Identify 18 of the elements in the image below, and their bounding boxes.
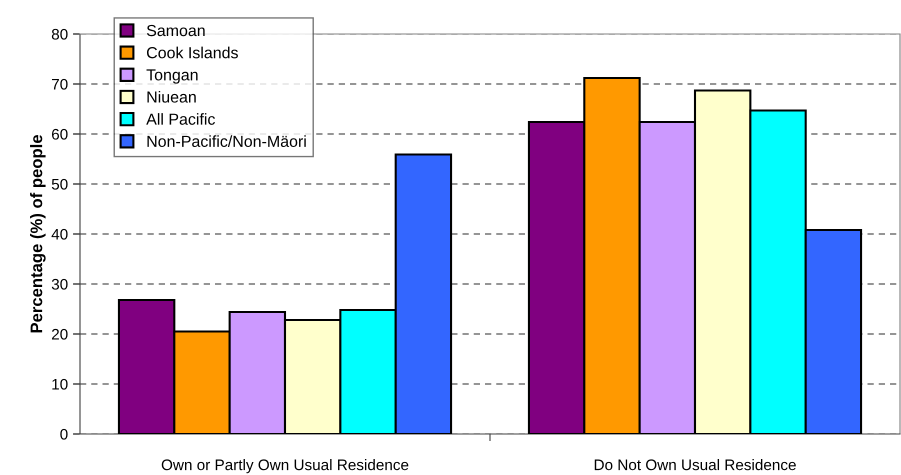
- y-tick-label: 40: [52, 228, 68, 240]
- legend-label: All Pacific: [146, 113, 215, 125]
- x-tick-label: Do Not Own Usual Residence: [594, 459, 796, 470]
- legend-label: Cook Islands: [146, 46, 238, 58]
- y-tick-label: 50: [52, 178, 68, 190]
- legend-label: Samoan: [146, 24, 205, 36]
- legend-label: Niuean: [147, 90, 196, 103]
- y-tick-label: 10: [52, 378, 68, 390]
- y-tick-label: 60: [52, 128, 68, 140]
- y-tick-label: 30: [52, 278, 68, 290]
- legend-label: Tongan: [146, 69, 198, 84]
- y-tick-label: 20: [52, 328, 68, 340]
- y-tick-label: 0: [60, 428, 68, 440]
- x-tick-label: Own or Partly Own Usual Residence: [162, 459, 408, 474]
- y-tick-label: 70: [52, 78, 68, 90]
- legend-label: Non-Pacific/Non-Mäori: [147, 135, 306, 147]
- y-axis-title: Percentage (%) of people: [30, 135, 46, 332]
- y-tick-label: 80: [52, 28, 68, 40]
